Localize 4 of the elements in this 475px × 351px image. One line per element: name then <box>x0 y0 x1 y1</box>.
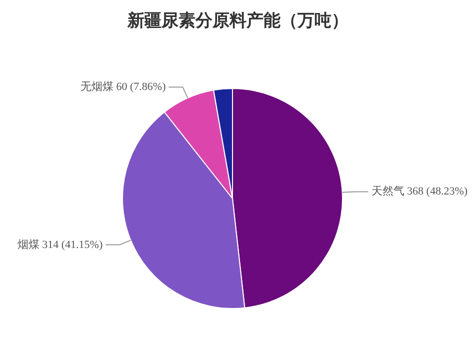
slice-label: 无烟煤 60 (7.86%) <box>80 81 166 94</box>
slice-label: 烟煤 314 (41.15%) <box>17 238 103 251</box>
slice-label: 天然气 368 (48.23%) <box>371 186 468 198</box>
chart-title: 新疆尿素分原料产能（万吨） <box>126 11 348 30</box>
